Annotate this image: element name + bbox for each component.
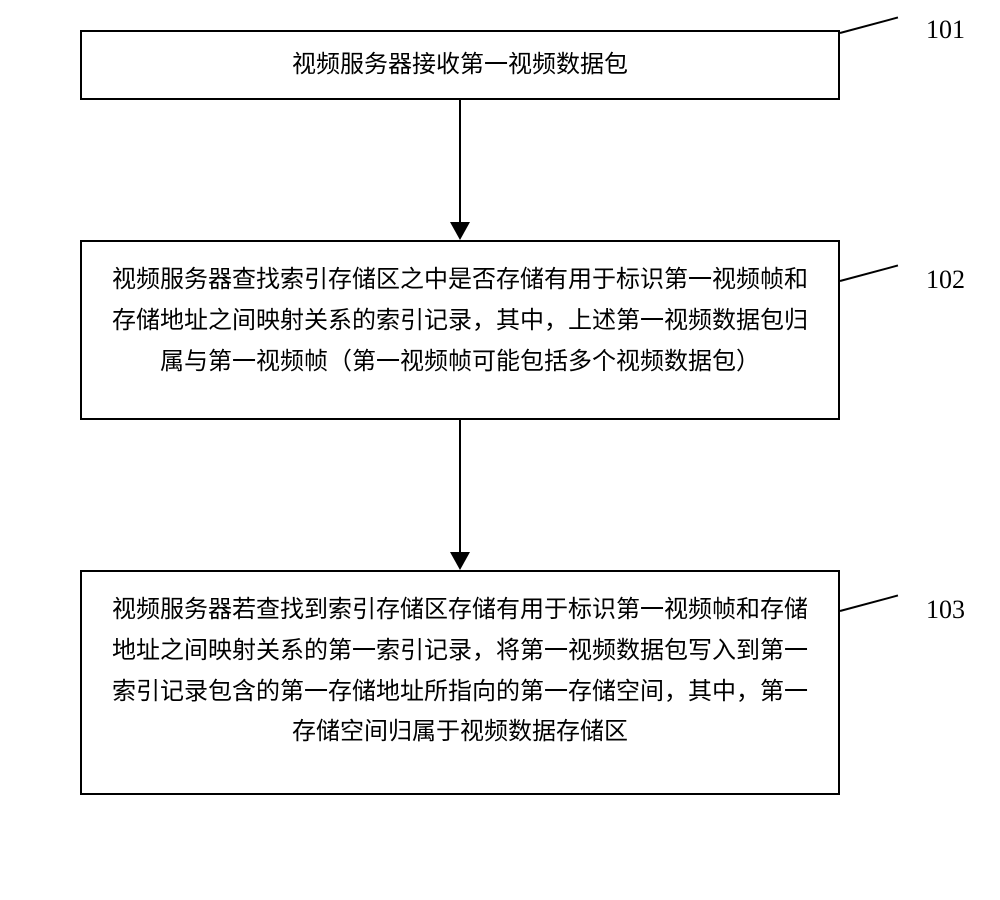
leader-line-103 <box>840 595 898 612</box>
arrow-1-head <box>450 222 470 240</box>
flowchart-box-102: 视频服务器查找索引存储区之中是否存储有用于标识第一视频帧和存储地址之间映射关系的… <box>80 240 840 420</box>
arrow-1-line <box>459 100 461 222</box>
arrow-2-line <box>459 420 461 552</box>
box-103-text: 视频服务器若查找到索引存储区存储有用于标识第一视频帧和存储地址之间映射关系的第一… <box>112 597 808 745</box>
box-102-text: 视频服务器查找索引存储区之中是否存储有用于标识第一视频帧和存储地址之间映射关系的… <box>112 267 808 375</box>
leader-line-101 <box>840 17 898 34</box>
flowchart-box-101: 视频服务器接收第一视频数据包 <box>80 30 840 100</box>
arrow-1 <box>450 100 470 240</box>
box-101-text: 视频服务器接收第一视频数据包 <box>292 45 628 86</box>
leader-line-102 <box>840 265 898 282</box>
label-103: 103 <box>926 595 965 625</box>
flowchart-box-103: 视频服务器若查找到索引存储区存储有用于标识第一视频帧和存储地址之间映射关系的第一… <box>80 570 840 795</box>
label-102: 102 <box>926 265 965 295</box>
label-101: 101 <box>926 15 965 45</box>
arrow-2 <box>450 420 470 570</box>
arrow-2-head <box>450 552 470 570</box>
